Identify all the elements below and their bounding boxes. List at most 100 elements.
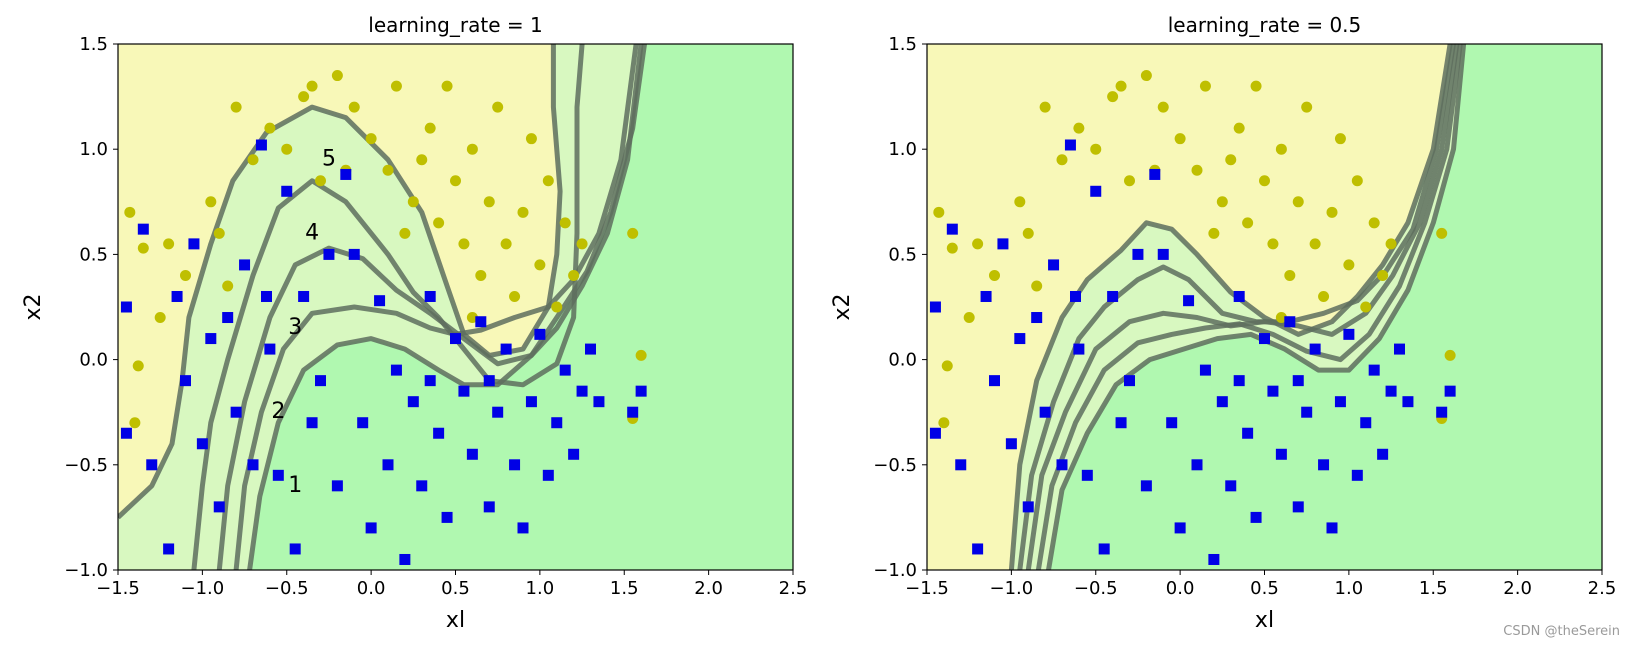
- x-tick-label: −0.5: [1074, 578, 1118, 599]
- class0-point: [1090, 143, 1102, 155]
- class0-point: [205, 196, 217, 208]
- y-tick-label: 0.0: [79, 350, 108, 371]
- class1-point: [1444, 385, 1456, 397]
- class0-point: [441, 80, 453, 92]
- decision-boundary-line: [118, 44, 563, 520]
- class1-point: [120, 427, 132, 439]
- class1-point: [264, 343, 276, 355]
- class1-point: [1199, 364, 1211, 376]
- class0-point: [450, 175, 461, 187]
- class1-point: [466, 448, 478, 460]
- class0-point: [416, 154, 428, 166]
- x-tick-label: 2.5: [1588, 578, 1617, 599]
- class1-point: [323, 248, 335, 260]
- class0-point: [534, 259, 546, 271]
- class1-point: [1377, 448, 1389, 460]
- class0-point: [230, 101, 242, 113]
- class1-point: [230, 406, 242, 418]
- class0-point: [1056, 154, 1068, 166]
- class1-point: [1081, 469, 1093, 481]
- class0-point: [576, 238, 588, 250]
- class0-point: [568, 269, 580, 281]
- decision-boundary-line: [1035, 44, 1463, 570]
- class0-point: [475, 269, 487, 281]
- class0-point: [1360, 301, 1372, 313]
- class1-point: [261, 290, 272, 302]
- class0-point: [264, 122, 276, 134]
- class1-point: [1098, 543, 1110, 555]
- class0-point: [1208, 227, 1220, 239]
- x-tick-label: 2.0: [694, 578, 723, 599]
- x-axis-label: xl: [446, 608, 465, 633]
- class1-point: [627, 406, 639, 418]
- class0-point: [963, 312, 975, 324]
- plot-area: [927, 44, 1467, 570]
- class1-point: [929, 301, 941, 313]
- class1-point: [188, 238, 200, 250]
- y-tick-label: 1.0: [888, 139, 917, 160]
- class0-point: [1444, 349, 1456, 361]
- class0-point: [1318, 290, 1330, 302]
- class0-point: [1377, 269, 1389, 281]
- class1-point: [483, 375, 495, 387]
- class1-point: [390, 364, 402, 376]
- class0-point: [1436, 227, 1448, 239]
- watermark: CSDN @theSerein: [1503, 624, 1620, 639]
- y-tick-label: 0.5: [888, 244, 917, 265]
- class1-point: [1242, 427, 1254, 439]
- class1-point: [1292, 375, 1304, 387]
- class1-point: [205, 333, 217, 345]
- class0-point: [390, 80, 402, 92]
- y-tick-label: −0.5: [64, 455, 108, 476]
- chart-panel-learning-rate-0-5: −1.5 −1.0 −0.5 0.0 0.5 1.0 1.5 2.0 2.5−1.0−0.50.…: [830, 13, 1617, 633]
- class1-point: [1402, 396, 1414, 408]
- class1-point: [989, 375, 1000, 387]
- class1-point: [1394, 343, 1405, 355]
- class0-point: [466, 143, 478, 155]
- class1-point: [1225, 480, 1237, 492]
- class0-point: [298, 91, 310, 103]
- class1-point: [534, 328, 546, 340]
- class1-point: [585, 343, 596, 355]
- class0-point: [1275, 312, 1287, 324]
- class1-point: [163, 543, 175, 555]
- class0-point: [1242, 217, 1254, 229]
- y-tick-label: 1.5: [888, 34, 917, 55]
- class0-point: [213, 227, 225, 239]
- x-tick-label: −1.0: [181, 578, 225, 599]
- class0-point: [281, 143, 293, 155]
- class1-point: [1115, 417, 1127, 429]
- class0-point: [1233, 122, 1245, 134]
- class1-point: [1351, 469, 1363, 481]
- region-class0: [118, 44, 561, 518]
- class0-point: [1124, 175, 1135, 187]
- class0-point: [1259, 175, 1270, 187]
- x-tick-label: −0.5: [265, 578, 309, 599]
- class0-point: [433, 217, 445, 229]
- x-tick-label: 0.5: [1250, 578, 1279, 599]
- class0-point: [989, 269, 1000, 281]
- class0-point: [1334, 133, 1346, 145]
- class1-point: [424, 375, 436, 387]
- class1-point: [450, 333, 461, 345]
- class1-point: [1005, 438, 1017, 450]
- class1-point: [120, 301, 132, 313]
- decision-boundary-line: [1008, 44, 1453, 570]
- class1-point: [593, 396, 605, 408]
- class1-point: [955, 459, 967, 471]
- class1-point: [196, 438, 208, 450]
- class1-point: [424, 290, 436, 302]
- class0-point: [1115, 80, 1127, 92]
- class1-point: [222, 312, 234, 324]
- class0-point: [1292, 196, 1304, 208]
- x-tick-label: 2.0: [1503, 578, 1532, 599]
- class0-point: [483, 196, 495, 208]
- class0-point: [466, 312, 478, 324]
- class1-point: [374, 295, 386, 307]
- class1-point: [1267, 385, 1279, 397]
- class1-point: [306, 417, 318, 429]
- class1-point: [1166, 417, 1178, 429]
- class0-point: [163, 238, 175, 250]
- class0-point: [1385, 238, 1397, 250]
- class1-point: [542, 469, 554, 481]
